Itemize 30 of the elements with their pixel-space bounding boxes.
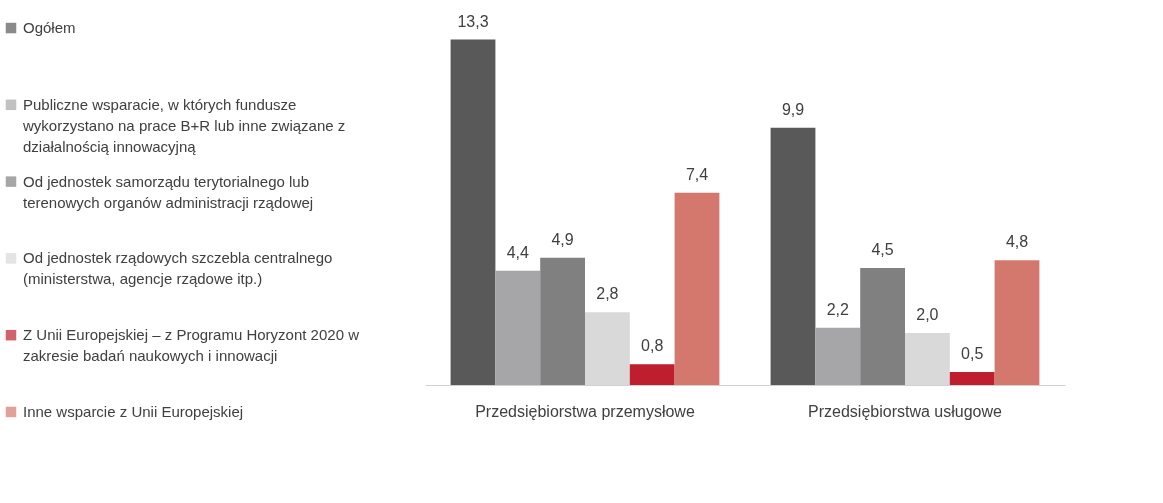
bar	[815, 327, 861, 385]
data-label: 2,2	[826, 300, 850, 318]
data-label: 4,9	[551, 230, 574, 248]
legend-label: Inne wsparcie z Unii Europejskiej	[23, 402, 244, 420]
legend-label: Ogółem	[23, 19, 76, 37]
x-tick-label: Przedsiębiorstwa usługowe	[808, 402, 1003, 420]
bar	[770, 127, 816, 385]
data-label: 7,4	[685, 165, 709, 183]
bar	[450, 39, 496, 385]
bar	[860, 268, 905, 385]
x-tick-label: Przedsiębiorstwa przemysłowe	[475, 402, 695, 420]
bar	[629, 364, 675, 385]
bar	[994, 260, 1040, 385]
legend-label: Od jednostek samorządu terytorialnego lub terenowych organów administracji rządowej	[23, 172, 314, 211]
data-label: 0,5	[961, 345, 984, 363]
data-label: 4,4	[506, 243, 530, 261]
bar	[949, 372, 995, 385]
data-label: 13,3	[457, 12, 489, 30]
bar	[495, 270, 541, 385]
legend-label: Z Unii Europejskiej – z Programu Horyzont 2020 w zakresie badań naukowych i innowacji	[23, 326, 360, 365]
legend-label: Publiczne wsparacie, w których fundusze wykorzystano na prace B+R lub inne związane z działalnością innowacyjną	[22, 95, 346, 155]
data-label: 2,8	[596, 285, 619, 303]
data-label: 4,8	[1005, 233, 1029, 251]
bar	[540, 257, 585, 385]
bar	[674, 192, 720, 385]
data-label: 9,9	[781, 100, 805, 118]
legend-label: Od jednostek rządowych szczebla centralnego (ministerstwa, agencje rządowe itp.)	[23, 249, 333, 288]
data-label: 2,0	[916, 306, 939, 324]
data-label: 0,8	[641, 337, 664, 355]
data-label: 4,5	[871, 241, 894, 259]
